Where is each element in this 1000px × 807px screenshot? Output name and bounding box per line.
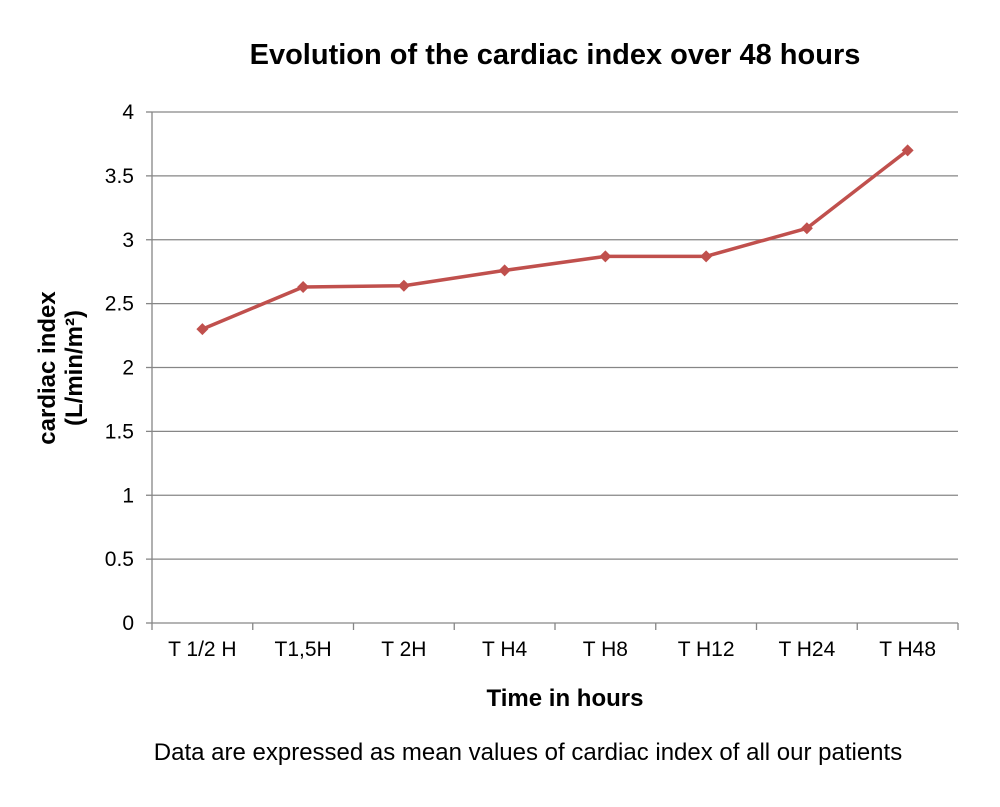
data-point	[599, 250, 612, 263]
x-tick-label: T 2H	[381, 638, 426, 661]
y-tick-label: 2	[122, 357, 134, 380]
x-axis-label: Time in hours	[487, 685, 644, 712]
y-axis-label-line1: cardiac index	[34, 291, 61, 445]
x-tick-label: T H24	[778, 638, 835, 661]
y-axis-label-group: cardiac index (L/min/m²)	[34, 291, 88, 445]
x-tick-label: T 1/2 H	[168, 638, 236, 661]
y-tick-label: 4	[122, 101, 134, 124]
y-axis-ticks: 0 0.5 1 1.5 2 2.5 3 3.5 4	[105, 101, 152, 635]
x-axis-ticks: T 1/2 H T1,5H T 2H T H4 T H8 T H12 T H24 T H48	[151, 623, 959, 661]
data-point	[498, 264, 511, 277]
data-point	[901, 144, 914, 157]
data-point	[297, 281, 310, 294]
y-axis-label-line2: (L/min/m²)	[61, 310, 88, 426]
x-tick-label: T H48	[879, 638, 936, 661]
x-tick-label: T H4	[482, 638, 527, 661]
y-tick-label: 1	[122, 484, 134, 507]
data-point	[700, 250, 713, 263]
data-point	[800, 222, 813, 235]
data-point	[397, 279, 410, 292]
x-tick-label: T H8	[583, 638, 628, 661]
y-tick-label: 3	[122, 229, 134, 252]
series-line	[201, 148, 909, 331]
data-point	[196, 323, 209, 336]
y-tick-label: 3.5	[105, 165, 134, 188]
chart-title: Evolution of the cardiac index over 48 h…	[250, 39, 861, 71]
x-tick-label: T H12	[678, 638, 735, 661]
y-tick-label: 0.5	[105, 548, 134, 571]
footnote: Data are expressed as mean values of car…	[154, 739, 902, 766]
grid-lines	[151, 111, 958, 624]
y-tick-label: 2.5	[105, 293, 134, 316]
y-tick-label: 1.5	[105, 420, 134, 443]
y-tick-label: 0	[122, 612, 134, 635]
series-layer	[196, 144, 914, 336]
x-tick-label: T1,5H	[275, 638, 332, 661]
